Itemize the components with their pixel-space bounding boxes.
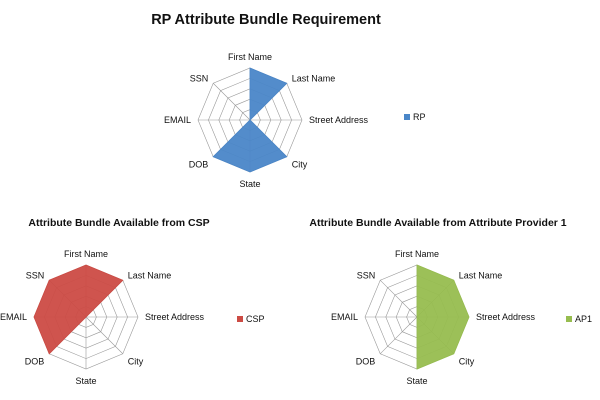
csp-legend: CSP [237, 314, 265, 324]
ap1-chart-title: Attribute Bundle Available from Attribut… [309, 217, 566, 229]
ap1-axis-label-first-name: First Name [395, 249, 439, 259]
csp-chart: Attribute Bundle Available from CSP Firs… [0, 217, 265, 386]
rp-legend-swatch [404, 114, 410, 120]
ap1-axis-label-state: State [406, 376, 427, 386]
csp-legend-swatch [237, 316, 243, 322]
rp-axis-label-state: State [239, 179, 260, 189]
csp-axis-label-street-address: Street Address [145, 312, 205, 322]
csp-axis-label-dob: DOB [25, 357, 45, 367]
ap1-chart: Attribute Bundle Available from Attribut… [309, 217, 592, 386]
ap1-spoke [380, 316, 418, 354]
rp-chart: RP Attribute Bundle Requirement First Na… [151, 12, 425, 189]
rp-axis-label-city: City [292, 160, 308, 170]
csp-axis-label-last-name: Last Name [128, 270, 172, 280]
rp-axis-label-email: EMAIL [164, 115, 191, 125]
ap1-series-area [416, 264, 470, 370]
rp-axis-label-street-address: Street Address [309, 115, 369, 125]
rp-legend-label: RP [413, 112, 426, 122]
ap1-axis-label-ssn: SSN [357, 270, 376, 280]
ap1-axis-label-email: EMAIL [331, 312, 358, 322]
csp-series-area [33, 264, 124, 355]
ap1-legend: AP1 [566, 314, 592, 324]
csp-legend-label: CSP [246, 314, 265, 324]
rp-axis-label-ssn: SSN [190, 73, 209, 83]
csp-radar-plot: First Name Last Name Street Address City Sta… [0, 249, 205, 386]
csp-chart-title: Attribute Bundle Available from CSP [28, 217, 209, 229]
ap1-radar-plot: First Name Last Name Street Address City Sta… [331, 249, 536, 386]
csp-axis-label-ssn: SSN [26, 270, 45, 280]
csp-axis-label-state: State [75, 376, 96, 386]
rp-axis-label-first-name: First Name [228, 52, 272, 62]
ap1-axis-label-city: City [459, 357, 475, 367]
rp-radar-plot: First Name Last Name Street Address City Sta… [164, 52, 369, 189]
ap1-axis-label-street-address: Street Address [476, 312, 536, 322]
rp-series-area [212, 67, 288, 173]
csp-axis-label-first-name: First Name [64, 249, 108, 259]
ap1-axis-label-last-name: Last Name [459, 270, 503, 280]
csp-axis-label-email: EMAIL [0, 312, 27, 322]
csp-spoke [85, 316, 123, 354]
rp-legend: RP [404, 112, 426, 122]
csp-axis-label-city: City [128, 357, 144, 367]
rp-axis-label-last-name: Last Name [292, 73, 336, 83]
ap1-legend-swatch [566, 316, 572, 322]
rp-spoke [213, 83, 251, 121]
ap1-axis-label-dob: DOB [356, 357, 376, 367]
rp-axis-label-dob: DOB [189, 160, 209, 170]
rp-chart-title: RP Attribute Bundle Requirement [151, 12, 381, 28]
ap1-spoke [380, 280, 418, 318]
ap1-legend-label: AP1 [575, 314, 592, 324]
